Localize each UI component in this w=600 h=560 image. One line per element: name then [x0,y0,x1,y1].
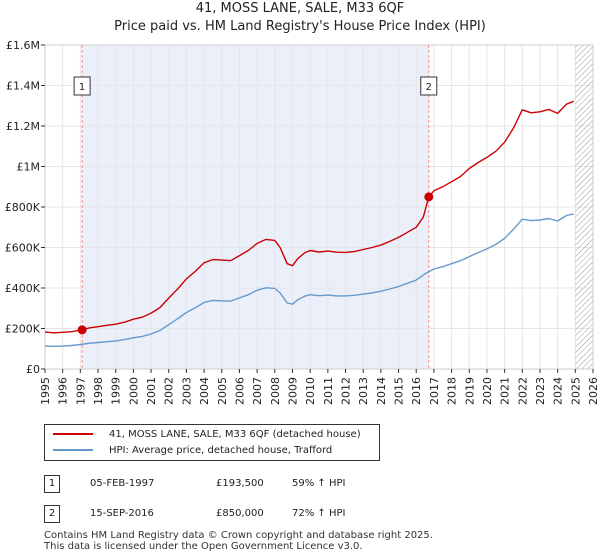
sale-date: 05-FEB-1997 [90,478,155,489]
x-tick-label: 2016 [410,377,423,405]
sale-point [77,325,87,335]
footer: Contains HM Land Registry data © Crown c… [44,530,433,552]
property-price-line [44,100,574,334]
sale-hpi-change: 59% ↑ HPI [292,478,346,489]
legend-label-hpi: HPI: Average price, detached house, Traf… [109,445,333,456]
sale-point [424,192,434,202]
y-tick-label: £1.4M [6,80,40,93]
x-tick-label: 2003 [180,377,193,405]
chart-title-subtitle: Price paid vs. HM Land Registry's House … [114,19,486,34]
footer-licence: This data is licensed under the Open Gov… [44,541,363,552]
x-tick-label: 2018 [446,377,459,405]
y-tick-label: £800K [5,201,41,214]
x-tick-label: 2024 [552,377,565,405]
sale-price: £193,500 [216,478,264,489]
x-tick-label: 2005 [216,377,229,405]
x-tick-label: 2001 [145,377,158,405]
y-tick-label: £0 [26,363,40,376]
x-tick-label: 2004 [198,377,211,405]
y-tick-label: £200K [5,323,41,336]
y-tick-label: £1.6M [6,39,40,52]
footer-copyright: Contains HM Land Registry data © Crown c… [44,530,433,541]
y-tick-label: £400K [5,282,41,295]
sale-marker: 1 [44,475,60,493]
x-tick-label: 2010 [304,377,317,405]
sale-marker-box [73,76,91,96]
x-tick-label: 2006 [233,377,246,405]
x-tick-label: 2000 [127,377,140,405]
x-tick-label: 2026 [587,377,600,405]
sale-marker: 2 [44,505,60,523]
legend: 41, MOSS LANE, SALE, M33 6QF (detached h… [44,424,380,461]
x-tick-label: 2021 [499,377,512,405]
x-tick-label: 2013 [357,377,370,405]
x-tick-label: 1995 [39,377,52,405]
chart-title-address: 41, MOSS LANE, SALE, M33 6QF [195,1,405,16]
x-tick-label: 2012 [340,377,353,405]
sale-row: 1 05-FEB-1997 £193,500 59% ↑ HPI [44,474,584,494]
x-tick-label: 1996 [57,377,70,405]
x-tick-label: 2007 [251,377,264,405]
legend-item-property: 41, MOSS LANE, SALE, M33 6QF (detached h… [53,427,361,443]
legend-item-hpi: HPI: Average price, detached house, Traf… [53,443,332,459]
sale-date: 15-SEP-2016 [90,508,154,519]
chart-title: 41, MOSS LANE, SALE, M33 6QF Price paid … [0,0,600,36]
y-tick-label: £1M [17,161,41,174]
legend-swatch-property [53,433,93,435]
x-tick-label: 2022 [516,377,529,405]
x-tick-label: 2009 [286,377,299,405]
x-tick-label: 2019 [463,377,476,405]
x-tick-label: 2002 [163,377,176,405]
sale-hpi-change: 72% ↑ HPI [292,508,346,519]
x-tick-label: 2025 [569,377,582,405]
hpi-line [44,213,574,347]
sale-marker-box [420,76,438,96]
legend-label-property: 41, MOSS LANE, SALE, M33 6QF (detached h… [109,429,361,440]
x-tick-label: 1998 [92,377,105,405]
x-tick-label: 2023 [534,377,547,405]
y-tick-label: £600K [5,242,41,255]
forecast-hatch [575,45,593,369]
x-tick-label: 2015 [393,377,406,405]
x-tick-label: 2008 [269,377,282,405]
x-tick-label: 1999 [110,377,123,405]
x-tick-label: 2020 [481,377,494,405]
sale-marker-label: 2 [426,82,432,93]
sale-marker-label: 1 [79,82,85,93]
y-tick-label: £1.2M [6,120,40,133]
x-tick-label: 2017 [428,377,441,405]
x-tick-label: 2011 [322,377,335,405]
sale-row: 2 15-SEP-2016 £850,000 72% ↑ HPI [44,504,584,524]
x-tick-label: 1997 [74,377,87,405]
sale-price: £850,000 [216,508,264,519]
price-chart: 1 2 £0 £200K £400K £600K £800K £1M £1.2M £1.4M £1… [5,39,600,405]
x-tick-label: 2014 [375,377,388,405]
legend-swatch-hpi [53,449,93,451]
